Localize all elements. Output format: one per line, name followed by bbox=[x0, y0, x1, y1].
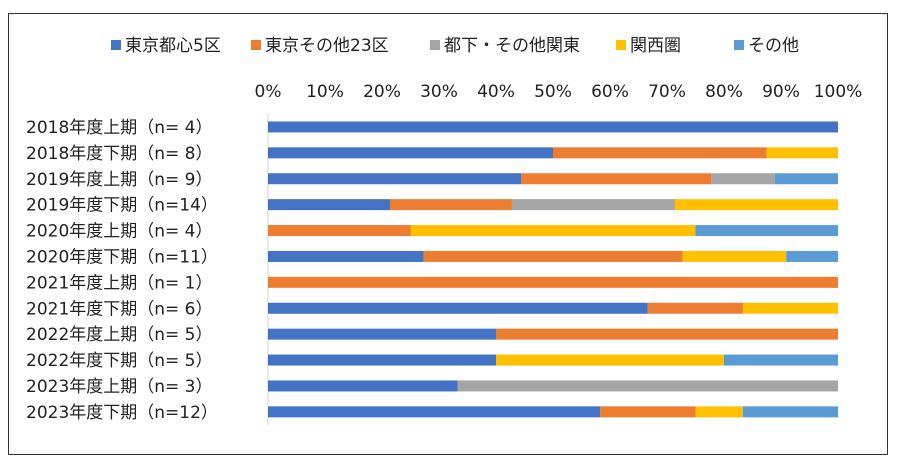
bar-segment-0 bbox=[268, 147, 553, 159]
bar-segment-3 bbox=[695, 406, 743, 418]
x-tick-label: 10% bbox=[306, 82, 344, 102]
bar-segment-3 bbox=[674, 199, 838, 211]
bar-segment-0 bbox=[268, 380, 458, 392]
x-tick-label: 100% bbox=[814, 82, 863, 102]
bar-segment-3 bbox=[410, 225, 696, 237]
bar-segment-1 bbox=[600, 406, 696, 418]
bar-segment-3 bbox=[766, 147, 838, 159]
x-tick-label: 70% bbox=[648, 82, 686, 102]
legend-label-1: 東京その他23区 bbox=[265, 36, 389, 56]
bar-segment-4 bbox=[742, 406, 838, 418]
legend-label-3: 関西圏 bbox=[630, 36, 681, 56]
category-label: 2021年度上期（n= 1） bbox=[26, 273, 213, 293]
bar-segment-0 bbox=[268, 354, 496, 366]
bar-segment-1 bbox=[647, 302, 743, 314]
bar-segment-1 bbox=[389, 199, 512, 211]
legend-swatch-1 bbox=[251, 40, 261, 50]
bar-segment-2 bbox=[511, 199, 675, 211]
bar-segment-0 bbox=[268, 173, 522, 185]
category-label: 2018年度下期（n= 8） bbox=[26, 144, 213, 164]
bar-segment-0 bbox=[268, 302, 648, 314]
category-label: 2023年度上期（n= 3） bbox=[26, 377, 213, 397]
bar-segment-1 bbox=[496, 328, 838, 340]
x-tick-label: 30% bbox=[420, 82, 458, 102]
bar-segment-2 bbox=[711, 173, 775, 185]
legend: 東京都心5区 東京その他23区 都下・その他関東 関西圏 その他 bbox=[111, 36, 799, 56]
x-tick-label: 90% bbox=[762, 82, 800, 102]
bar-segment-3 bbox=[682, 250, 787, 262]
x-tick-label: 40% bbox=[477, 82, 515, 102]
category-label: 2022年度下期（n= 5） bbox=[26, 351, 213, 371]
bar-segment-3 bbox=[496, 354, 724, 366]
x-tick-label: 20% bbox=[363, 82, 401, 102]
category-label: 2018年度上期（n= 4） bbox=[26, 118, 213, 138]
bars bbox=[268, 121, 838, 418]
x-tick-label: 60% bbox=[591, 82, 629, 102]
legend-swatch-3 bbox=[616, 40, 626, 50]
legend-label-2: 都下・その他関東 bbox=[444, 36, 580, 56]
bar-segment-4 bbox=[724, 354, 838, 366]
bar-segment-0 bbox=[268, 199, 390, 211]
x-tick-label: 0% bbox=[255, 82, 282, 102]
legend-swatch-2 bbox=[430, 40, 440, 50]
bar-segment-4 bbox=[786, 250, 838, 262]
x-tick-label: 50% bbox=[534, 82, 572, 102]
category-label: 2023年度下期（n=12） bbox=[26, 403, 218, 423]
y-axis: 2018年度上期（n= 4） 2018年度下期（n= 8） 2019年度上期（n= … bbox=[26, 114, 269, 425]
legend-label-0: 東京都心5区 bbox=[125, 36, 221, 56]
category-label: 2019年度下期（n=14） bbox=[26, 196, 218, 216]
x-axis: 0% 10% 20% 30% 40% 50% 60% 70% 80% 90% 100% bbox=[255, 82, 863, 102]
bar-segment-4 bbox=[774, 173, 838, 185]
bar-segment-2 bbox=[457, 380, 838, 392]
category-label: 2020年度上期（n= 4） bbox=[26, 222, 213, 242]
bar-segment-1 bbox=[268, 276, 838, 288]
legend-label-4: その他 bbox=[748, 36, 799, 56]
bar-segment-1 bbox=[268, 225, 411, 237]
legend-swatch-0 bbox=[111, 40, 121, 50]
legend-swatch-4 bbox=[734, 40, 744, 50]
category-label: 2020年度下期（n=11） bbox=[26, 247, 218, 267]
bar-segment-3 bbox=[742, 302, 838, 314]
bar-segment-0 bbox=[268, 250, 424, 262]
x-tick-label: 80% bbox=[705, 82, 743, 102]
bar-segment-4 bbox=[695, 225, 838, 237]
category-label: 2021年度下期（n= 6） bbox=[26, 299, 213, 319]
bar-segment-1 bbox=[553, 147, 767, 159]
bar-segment-0 bbox=[268, 406, 601, 418]
bar-segment-0 bbox=[268, 121, 838, 133]
bar-segment-1 bbox=[521, 173, 712, 185]
category-label: 2019年度上期（n= 9） bbox=[26, 170, 213, 190]
bar-segment-0 bbox=[268, 328, 496, 340]
category-label: 2022年度上期（n= 5） bbox=[26, 325, 213, 345]
bar-segment-1 bbox=[423, 250, 683, 262]
